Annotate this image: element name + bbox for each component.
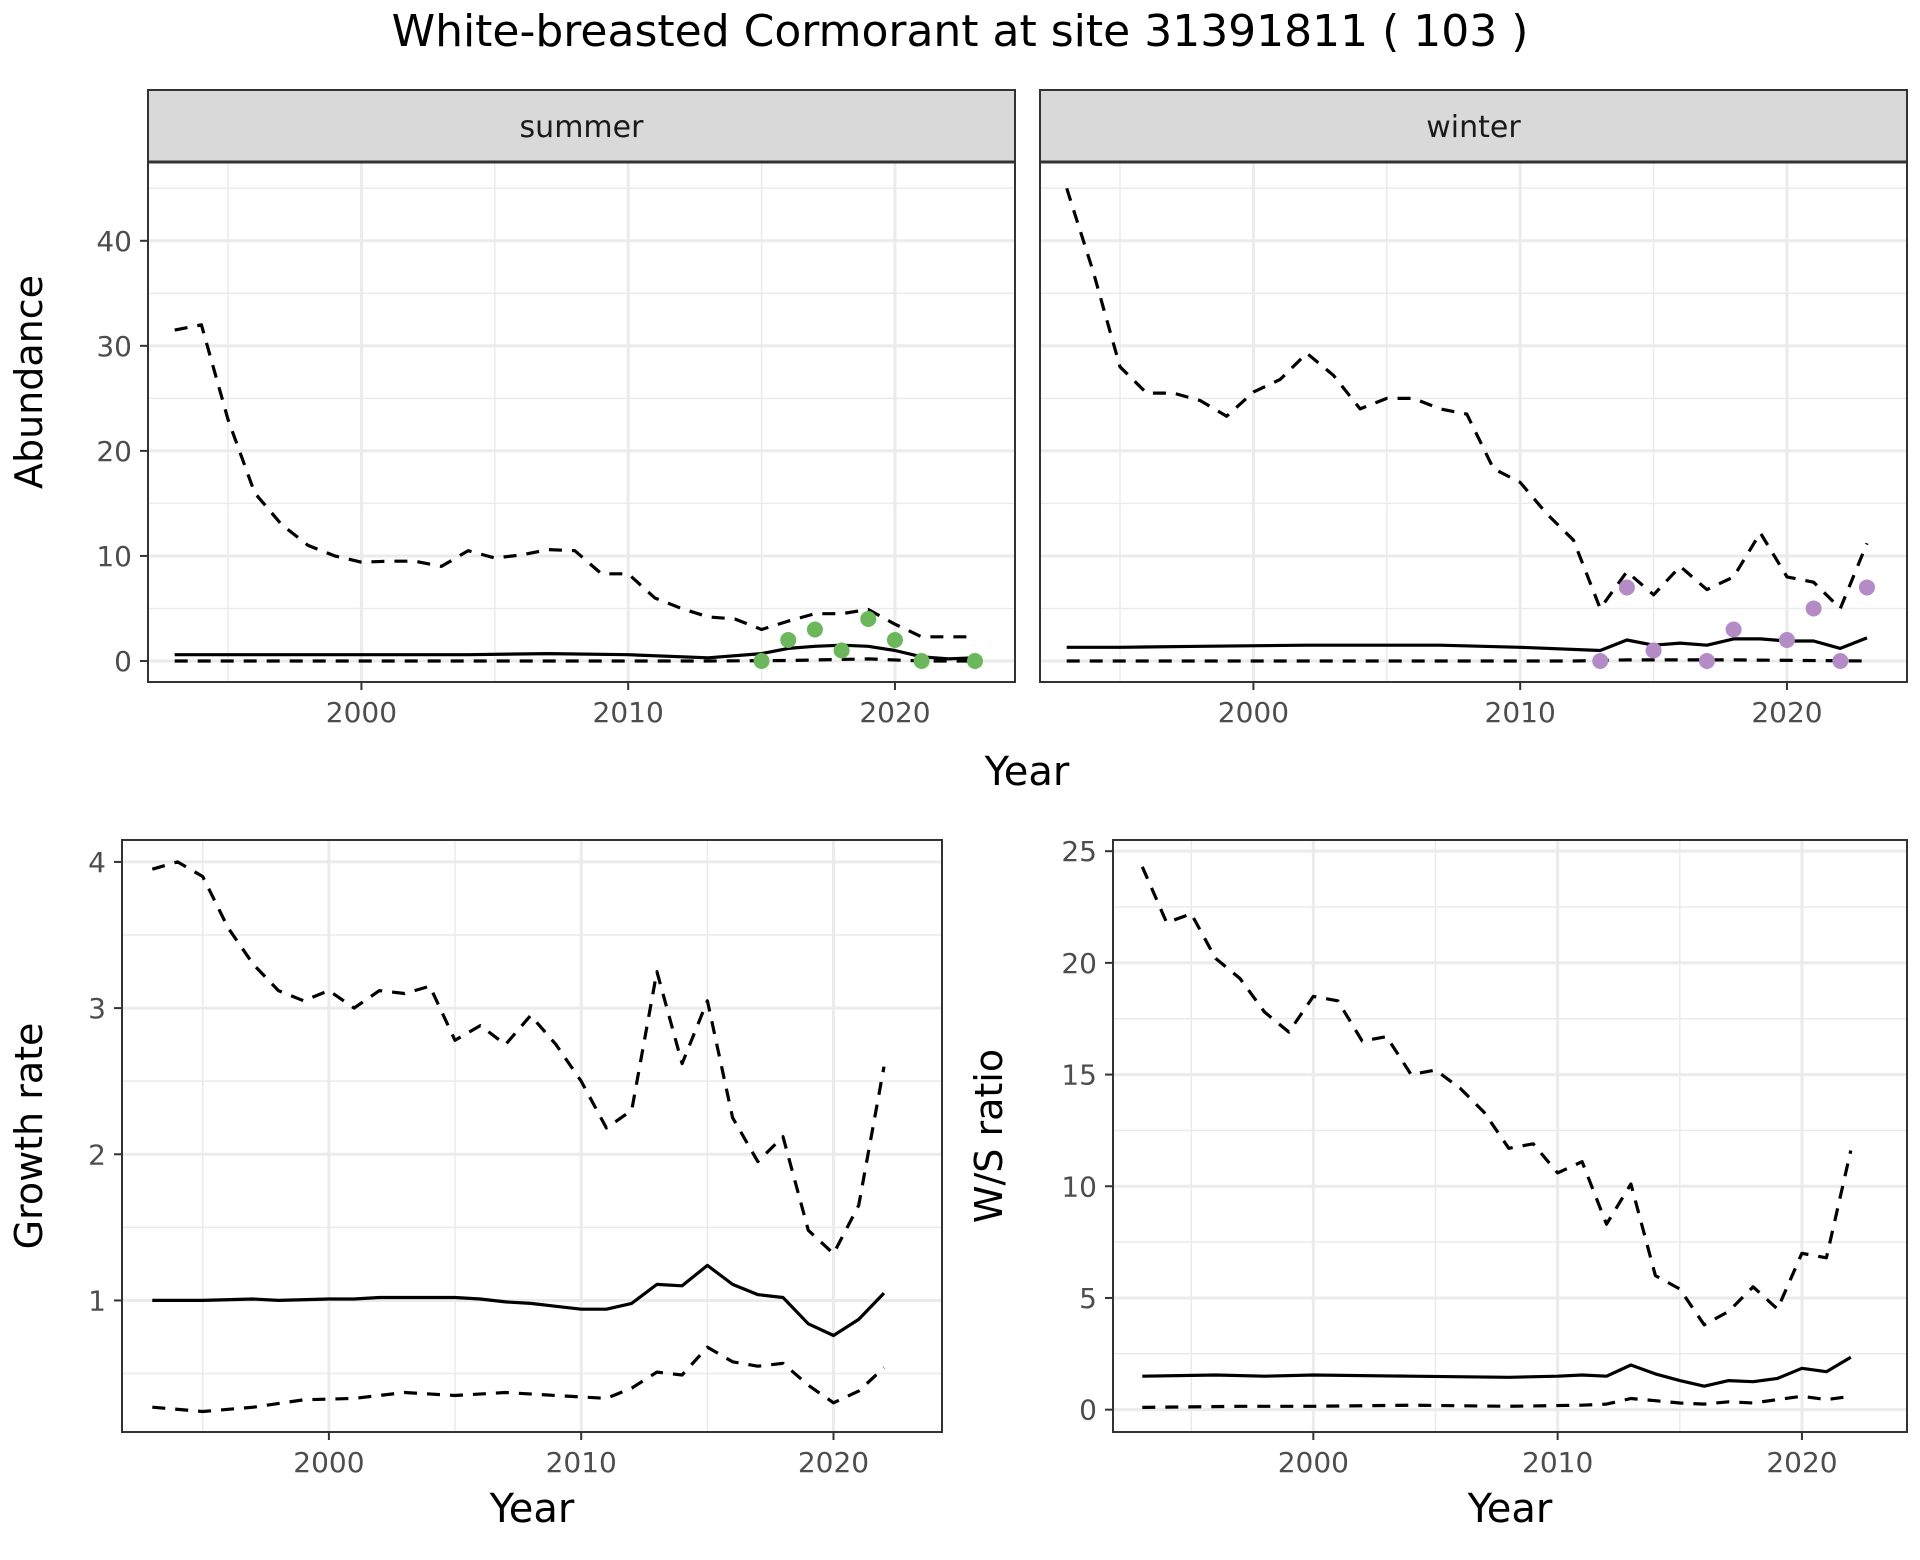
x-tick-label: 2020 [1751, 696, 1822, 729]
panel-summer: summer 2000 2010 2020 0 10 20 30 40 Abundance [7, 89, 1016, 729]
facet-label-winter: winter [1426, 110, 1521, 145]
observation-point [966, 652, 983, 669]
y-tick-label: 30 [96, 330, 132, 363]
facet-strip [147, 89, 1016, 163]
observation-point [913, 652, 930, 669]
y-axis-title: Abundance [7, 275, 51, 489]
panel-chart-3: 2000 2010 2020 1 2 3 4 Growth rate Year [7, 839, 943, 1532]
observation-point [1858, 579, 1875, 596]
y-tick-label: 25 [1061, 835, 1097, 868]
facet-strip [1039, 89, 1908, 163]
observation-point [860, 610, 877, 627]
panel-background [1113, 840, 1907, 1432]
facet-label-summer: summer [520, 110, 645, 145]
y-tick-label: 2 [88, 1138, 106, 1171]
observation-point [1778, 631, 1795, 648]
panel-background [122, 840, 942, 1432]
interval-line-2 [1142, 1394, 1852, 1409]
y-axis-title: W/S ratio [967, 1049, 1011, 1223]
observation-point [1698, 652, 1715, 669]
panel-background [1040, 162, 1907, 682]
x-tick-label: 2020 [798, 1446, 869, 1479]
interval-line-2 [1066, 658, 1868, 663]
x-tick-label: 2000 [1278, 1446, 1349, 1479]
interval-line-1 [1140, 866, 1853, 1327]
x-tick-label: 2010 [546, 1446, 617, 1479]
observation-point [780, 631, 797, 648]
chart-title: White-breasted Cormorant at site 3139181… [391, 6, 1529, 57]
panel-border [121, 839, 943, 1433]
observation-point [1805, 600, 1822, 617]
x-axis-title: Year [489, 1486, 575, 1532]
y-tick-label: 5 [1079, 1282, 1097, 1315]
observation-point [1618, 579, 1635, 596]
x-tick-label: 2020 [859, 696, 930, 729]
observation-point [1592, 652, 1609, 669]
panel-border [1112, 839, 1908, 1433]
panel-winter: winter 2000 2010 2020 [1039, 89, 1908, 729]
y-tick-label: 10 [96, 540, 132, 573]
x-tick-label: 2000 [293, 1446, 364, 1479]
y-tick-label: 4 [88, 846, 106, 879]
observation-point [1645, 642, 1662, 659]
observation-point [806, 621, 823, 638]
y-tick-label: 10 [1061, 1170, 1097, 1203]
interval-line-2 [152, 1345, 886, 1414]
y-tick-label: 0 [114, 645, 132, 678]
y-tick-label: 20 [1061, 947, 1097, 980]
estimate-line [152, 1263, 886, 1338]
x-tick-label: 2020 [1766, 1446, 1837, 1479]
observation-point [886, 631, 903, 648]
estimate-line [1142, 1355, 1852, 1388]
y-tick-label: 0 [1079, 1394, 1097, 1427]
x-tick-label: 2000 [326, 696, 397, 729]
x-axis-title-top: Year [984, 749, 1070, 795]
observation-point [833, 642, 850, 659]
interval-line-1 [174, 323, 975, 639]
x-axis-title: Year [1467, 1486, 1553, 1532]
x-tick-label: 2010 [593, 696, 664, 729]
observation-point [1832, 652, 1849, 669]
panel-chart-4: 2000 2010 2020 0 5 10 15 20 25 W/S ratio Year [967, 835, 1908, 1532]
y-tick-label: 40 [96, 225, 132, 258]
y-axis-title: Growth rate [7, 1023, 51, 1250]
x-tick-label: 2000 [1218, 696, 1289, 729]
interval-line-1 [1065, 187, 1869, 611]
x-tick-label: 2010 [1522, 1446, 1593, 1479]
estimate-line [174, 643, 976, 661]
y-tick-label: 1 [88, 1284, 106, 1317]
y-tick-label: 20 [96, 435, 132, 468]
observation-point [1725, 621, 1742, 638]
x-tick-label: 2010 [1485, 696, 1556, 729]
panel-background [148, 162, 1015, 682]
y-tick-label: 3 [88, 992, 106, 1025]
y-tick-label: 15 [1061, 1059, 1097, 1092]
interval-line-1 [151, 860, 886, 1256]
observation-point [753, 652, 770, 669]
